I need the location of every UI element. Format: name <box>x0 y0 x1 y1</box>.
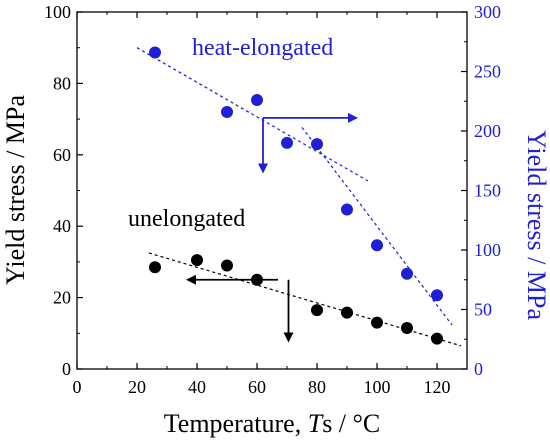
x-tick-label: 40 <box>188 377 206 397</box>
heat-elongated-point <box>281 136 293 149</box>
right-axis-title: Yield stress / MPa <box>522 130 550 320</box>
unelongated-point <box>401 321 413 334</box>
right-tick-label: 50 <box>474 300 492 320</box>
trend-line <box>136 47 369 182</box>
unelongated-point <box>311 304 323 317</box>
data-points <box>149 46 443 345</box>
right-tick-label: 200 <box>474 121 501 141</box>
left-tick-label: 20 <box>53 288 71 308</box>
unelongated-point <box>371 316 383 329</box>
heat-elongated-point <box>431 289 443 302</box>
unelongated-label: unelongated <box>128 206 245 232</box>
left-tick-label: 100 <box>44 2 71 22</box>
right-axis: 0 50 100 150 200 250 300 <box>461 2 501 379</box>
left-tick-label: 80 <box>53 73 71 93</box>
unelongated-point <box>431 332 443 345</box>
left-tick-label: 40 <box>53 216 71 236</box>
x-tick-label: 80 <box>308 377 326 397</box>
heat-elongated-point <box>221 105 233 118</box>
x-tick-label: 100 <box>364 377 391 397</box>
x-tick-label: 20 <box>128 377 146 397</box>
trend-line <box>148 252 462 347</box>
left-tick-label: 60 <box>53 145 71 165</box>
right-tick-label: 250 <box>474 62 501 82</box>
axis-arrows <box>186 112 358 343</box>
trend-lines <box>136 47 462 347</box>
right-tick-label: 100 <box>474 240 501 260</box>
heat-elongated-point <box>251 94 263 107</box>
unelongated-point <box>191 254 203 267</box>
heat-elongated-point <box>371 239 383 252</box>
left-axis: 0 20 40 60 80 100 <box>44 2 83 379</box>
unelongated-point <box>341 306 353 319</box>
plot-frame <box>76 11 468 370</box>
x-tick-label: 60 <box>248 377 266 397</box>
x-tick-label: 0 <box>73 377 82 397</box>
heat-elongated-label: heat-elongated <box>192 35 333 61</box>
heat-elongated-point <box>401 267 413 280</box>
left-axis-title: Yield stress / MPa <box>1 95 30 285</box>
heat-elongated-point <box>149 46 161 59</box>
right-tick-label: 0 <box>474 359 483 379</box>
x-axis-title: Temperature, Ts / °C <box>164 409 381 438</box>
heat-elongated-point <box>341 203 353 216</box>
x-axis-title-prefix: Temperature, <box>164 409 308 438</box>
x-axis: 0 20 40 60 80 100 120 <box>73 12 451 397</box>
x-tick-label: 120 <box>424 377 451 397</box>
right-tick-label: 150 <box>474 181 501 201</box>
right-tick-label: 300 <box>474 2 501 22</box>
left-tick-label: 0 <box>62 359 71 379</box>
trend-line <box>301 127 453 326</box>
heat-elongated-point <box>311 138 323 151</box>
x-axis-title-suffix: s / °C <box>322 409 380 438</box>
unelongated-point <box>149 261 161 274</box>
x-axis-title-italic: T <box>308 409 324 438</box>
unelongated-point <box>251 273 263 286</box>
unelongated-point <box>221 259 233 272</box>
